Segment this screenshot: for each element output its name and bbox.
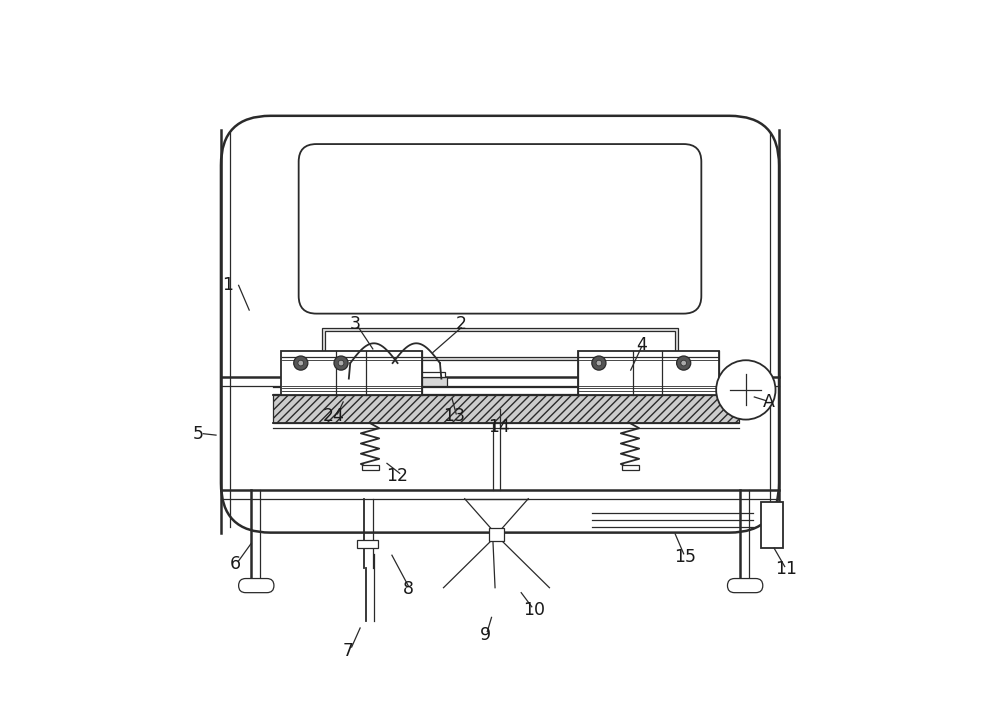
Text: 3: 3 bbox=[350, 315, 361, 333]
FancyBboxPatch shape bbox=[221, 116, 779, 533]
Circle shape bbox=[334, 356, 348, 370]
Circle shape bbox=[716, 360, 776, 419]
Text: 15: 15 bbox=[674, 548, 696, 566]
Circle shape bbox=[298, 360, 304, 366]
Bar bbox=[322, 328, 678, 360]
Bar bbox=[345, 377, 447, 386]
Text: 5: 5 bbox=[193, 425, 204, 443]
Bar bbox=[357, 540, 378, 548]
Bar bbox=[761, 502, 783, 548]
Text: 9: 9 bbox=[480, 626, 491, 644]
Bar bbox=[325, 331, 675, 357]
Text: A: A bbox=[763, 393, 774, 411]
Bar bbox=[281, 351, 422, 395]
Text: 2: 2 bbox=[456, 315, 467, 333]
Text: 1: 1 bbox=[223, 276, 234, 294]
Circle shape bbox=[677, 356, 691, 370]
FancyBboxPatch shape bbox=[239, 579, 274, 592]
Text: 24: 24 bbox=[323, 407, 345, 425]
Text: 13: 13 bbox=[443, 407, 465, 425]
Circle shape bbox=[294, 356, 308, 370]
Text: 12: 12 bbox=[387, 467, 409, 485]
Circle shape bbox=[338, 360, 344, 366]
Text: 14: 14 bbox=[488, 418, 510, 436]
FancyBboxPatch shape bbox=[727, 579, 763, 592]
Text: 10: 10 bbox=[523, 602, 545, 619]
Text: 8: 8 bbox=[403, 580, 414, 598]
Text: 6: 6 bbox=[230, 555, 241, 573]
Bar bbox=[362, 465, 379, 471]
Circle shape bbox=[592, 356, 606, 370]
Bar bbox=[622, 465, 639, 471]
Bar bbox=[347, 372, 445, 377]
Text: 11: 11 bbox=[775, 560, 797, 578]
Bar bbox=[273, 395, 739, 423]
Bar bbox=[578, 351, 719, 395]
Text: 4: 4 bbox=[636, 336, 647, 355]
FancyBboxPatch shape bbox=[299, 144, 701, 313]
Circle shape bbox=[681, 360, 687, 366]
Text: 7: 7 bbox=[343, 642, 354, 660]
Bar bbox=[489, 528, 504, 541]
Circle shape bbox=[596, 360, 602, 366]
